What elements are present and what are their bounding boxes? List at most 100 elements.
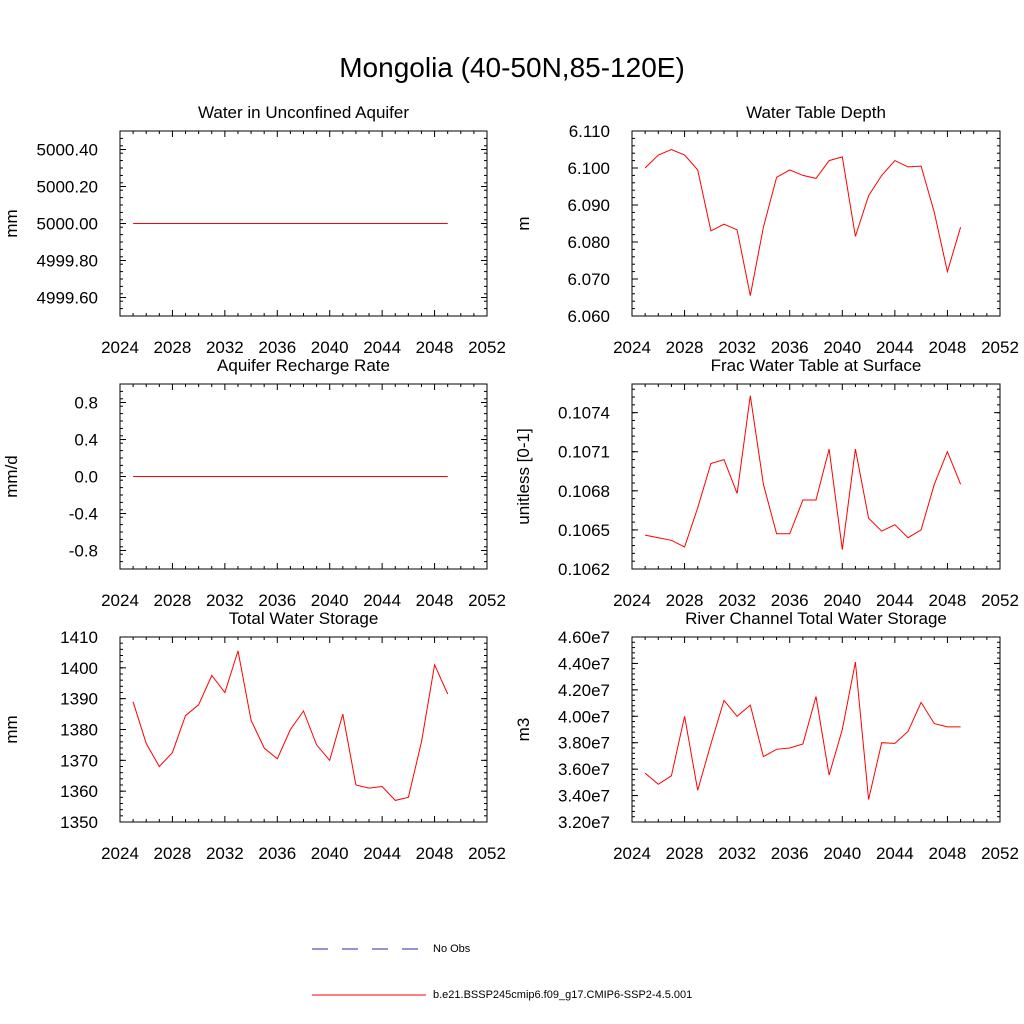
y-tick-label: 0.1071 — [558, 443, 610, 462]
x-tick-label: 2024 — [613, 591, 651, 610]
x-tick-label: 2032 — [718, 591, 756, 610]
chart-frac-water-table-at-surface: Frac Water Table at Surface 2024 2028 2032 2… — [514, 356, 1019, 610]
x-tick-label: 2036 — [771, 338, 809, 357]
y-tick-label: 0.1062 — [558, 560, 610, 579]
y-tick-label: 1360 — [60, 782, 98, 801]
x-tick-label: 2048 — [929, 844, 967, 863]
y-tick-label: 0.8 — [74, 394, 98, 413]
y-tick-label: 4.40e7 — [558, 654, 610, 673]
y-tick-label: 0.1065 — [558, 521, 610, 540]
y-axis-label: mm/d — [2, 455, 21, 498]
chart-title: Water Table Depth — [746, 103, 886, 122]
x-tick-label: 2048 — [416, 591, 454, 610]
legend-label-no-obs: No Obs — [433, 943, 471, 955]
chart-water-table-depth: Water Table Depth 2024 2028 2032 2036 2040 204… — [514, 103, 1019, 357]
y-tick-label: 5000.40 — [37, 141, 98, 160]
y-tick-label: 3.60e7 — [558, 760, 610, 779]
x-tick-label: 2052 — [468, 591, 506, 610]
x-tick-label: 2052 — [981, 844, 1019, 863]
y-axis-label: mm — [2, 209, 21, 237]
y-axis-label: unitless [0-1] — [514, 428, 533, 524]
chart-title: Aquifer Recharge Rate — [217, 356, 390, 375]
y-tick-label: 3.80e7 — [558, 734, 610, 753]
x-tick-label: 2032 — [206, 338, 244, 357]
y-axis-label: m — [514, 216, 533, 230]
x-tick-label: 2036 — [258, 591, 296, 610]
x-tick-label: 2024 — [101, 844, 139, 863]
plot-frame — [631, 383, 1001, 570]
x-tick-label: 2044 — [876, 338, 914, 357]
x-tick-label: 2024 — [613, 338, 651, 357]
chart-total-water-storage: Total Water Storage 2024 2028 2032 2036 2040 2… — [2, 609, 506, 863]
y-tick-label: 4.20e7 — [558, 681, 610, 700]
y-tick-label: 6.110 — [569, 122, 610, 141]
figure-title: Mongolia (40-50N,85-120E) — [339, 52, 685, 83]
x-tick-label: 2048 — [929, 591, 967, 610]
y-tick-label: -0.4 — [69, 505, 98, 524]
x-tick-label: 2040 — [311, 338, 349, 357]
y-tick-label: 4.60e7 — [558, 628, 610, 647]
chart-aquifer-recharge-rate: Aquifer Recharge Rate 2024 2028 2032 2036 204… — [2, 356, 506, 610]
x-tick-label: 2040 — [823, 591, 861, 610]
y-tick-label: 1350 — [60, 813, 98, 832]
x-tick-label: 2028 — [666, 591, 704, 610]
x-tick-label: 2040 — [823, 844, 861, 863]
x-tick-label: 2044 — [876, 844, 914, 863]
x-tick-label: 2024 — [101, 591, 139, 610]
x-tick-label: 2028 — [666, 844, 704, 863]
series-line — [644, 662, 961, 800]
x-tick-label: 2052 — [468, 844, 506, 863]
plot-frame — [119, 636, 488, 823]
x-tick-label: 2024 — [101, 338, 139, 357]
x-tick-label: 2036 — [258, 338, 296, 357]
y-tick-label: 6.100 — [567, 159, 610, 178]
x-tick-label: 2028 — [154, 338, 192, 357]
chart-title: River Channel Total Water Storage — [685, 609, 947, 628]
x-tick-label: 2032 — [206, 591, 244, 610]
y-tick-label: 4.00e7 — [558, 707, 610, 726]
y-tick-label: -0.8 — [69, 542, 98, 561]
series-line — [132, 650, 449, 801]
y-tick-label: 1400 — [60, 659, 98, 678]
x-tick-label: 2032 — [718, 338, 756, 357]
legend-label-model: b.e21.BSSP245cmip6.f09_g17.CMIP6-SSP2-4.… — [433, 989, 693, 1001]
series-line — [644, 148, 962, 296]
y-tick-label: 1370 — [60, 751, 98, 770]
x-tick-label: 2028 — [154, 844, 192, 863]
x-tick-label: 2028 — [666, 338, 704, 357]
x-tick-label: 2048 — [929, 338, 967, 357]
y-tick-label: 4999.80 — [37, 252, 98, 271]
chart-title: Frac Water Table at Surface — [711, 356, 922, 375]
plot-frame — [631, 130, 1001, 317]
y-tick-label: 6.070 — [567, 270, 610, 289]
x-tick-label: 2044 — [363, 844, 401, 863]
x-tick-label: 2052 — [468, 338, 506, 357]
y-tick-label: 0.0 — [74, 468, 98, 487]
x-tick-label: 2044 — [363, 591, 401, 610]
y-tick-label: 3.40e7 — [558, 787, 610, 806]
y-tick-label: 0.4 — [74, 431, 98, 450]
y-tick-label: 5000.20 — [37, 178, 98, 197]
x-tick-label: 2048 — [416, 844, 454, 863]
y-tick-label: 1380 — [60, 721, 98, 740]
x-tick-label: 2052 — [981, 338, 1019, 357]
x-tick-label: 2044 — [876, 591, 914, 610]
y-tick-label: 6.080 — [567, 233, 610, 252]
x-tick-label: 2044 — [363, 338, 401, 357]
x-tick-label: 2052 — [981, 591, 1019, 610]
y-tick-label: 6.090 — [567, 196, 610, 215]
x-tick-label: 2036 — [771, 844, 809, 863]
chart-title: Total Water Storage — [229, 609, 379, 628]
y-tick-label: 5000.00 — [37, 215, 98, 234]
y-tick-label: 6.060 — [567, 307, 610, 326]
x-tick-label: 2028 — [154, 591, 192, 610]
y-tick-label: 0.1068 — [558, 482, 610, 501]
y-axis-label: m3 — [514, 718, 533, 742]
x-tick-label: 2032 — [718, 844, 756, 863]
x-tick-label: 2040 — [823, 338, 861, 357]
y-tick-label: 3.20e7 — [558, 813, 610, 832]
x-tick-label: 2040 — [311, 591, 349, 610]
series-line — [645, 395, 962, 550]
